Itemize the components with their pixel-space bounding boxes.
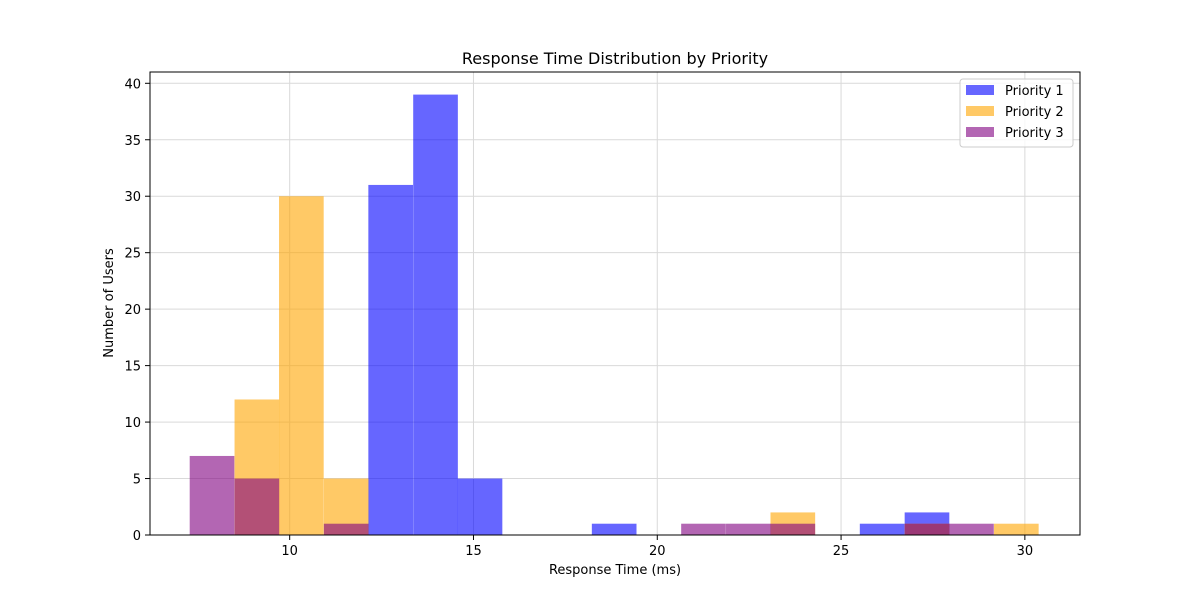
- legend-label: Priority 1: [1005, 84, 1064, 99]
- legend-label: Priority 3: [1005, 126, 1064, 141]
- y-tick-label: 40: [124, 77, 141, 92]
- x-tick-label: 20: [649, 544, 666, 559]
- bars-layer: [189, 94, 1039, 536]
- x-tick-label: 15: [465, 544, 482, 559]
- histogram-bar: [770, 523, 816, 535]
- legend-swatch: [966, 127, 994, 137]
- axes-layer: 10 15 20 25 30 0 5 10 15 20 25 30 35 40: [124, 71, 1081, 559]
- histogram-bar: [949, 523, 994, 535]
- x-tick-label: 10: [281, 544, 298, 559]
- histogram-bar: [904, 523, 950, 535]
- y-tick-label: 30: [124, 190, 141, 205]
- histogram-bar: [368, 184, 414, 536]
- histogram-bar: [726, 523, 771, 535]
- plot-frame: [149, 71, 1081, 536]
- y-tick-label: 25: [124, 247, 141, 262]
- y-axis-label: Number of Users: [102, 248, 117, 358]
- histogram-bar: [234, 478, 280, 535]
- legend-swatch: [966, 106, 994, 116]
- y-tick-label: 20: [124, 303, 141, 318]
- histogram-bar: [457, 478, 503, 535]
- histogram-bar: [323, 523, 369, 535]
- y-tick-label: 35: [124, 134, 141, 149]
- histogram-bar: [189, 455, 235, 535]
- histogram-bar: [413, 94, 458, 536]
- legend-label: Priority 2: [1005, 105, 1064, 120]
- histogram-bar: [681, 523, 726, 535]
- histogram-bar: [279, 196, 324, 535]
- histogram-bar: [993, 523, 1039, 535]
- x-axis-label: Response Time (ms): [549, 563, 681, 578]
- y-tick-label: 5: [133, 473, 141, 488]
- histogram-bar: [591, 523, 637, 535]
- histogram-bar: [859, 523, 905, 535]
- y-tick-label: 10: [124, 416, 141, 431]
- y-tick-label: 15: [124, 360, 141, 375]
- x-tick-label: 30: [1017, 544, 1034, 559]
- legend: Priority 1 Priority 2 Priority 3: [959, 78, 1074, 148]
- legend-swatch: [966, 85, 994, 95]
- x-tick-label: 25: [833, 544, 850, 559]
- chart-title: Response Time Distribution by Priority: [462, 49, 768, 68]
- y-tick-label: 0: [133, 529, 141, 544]
